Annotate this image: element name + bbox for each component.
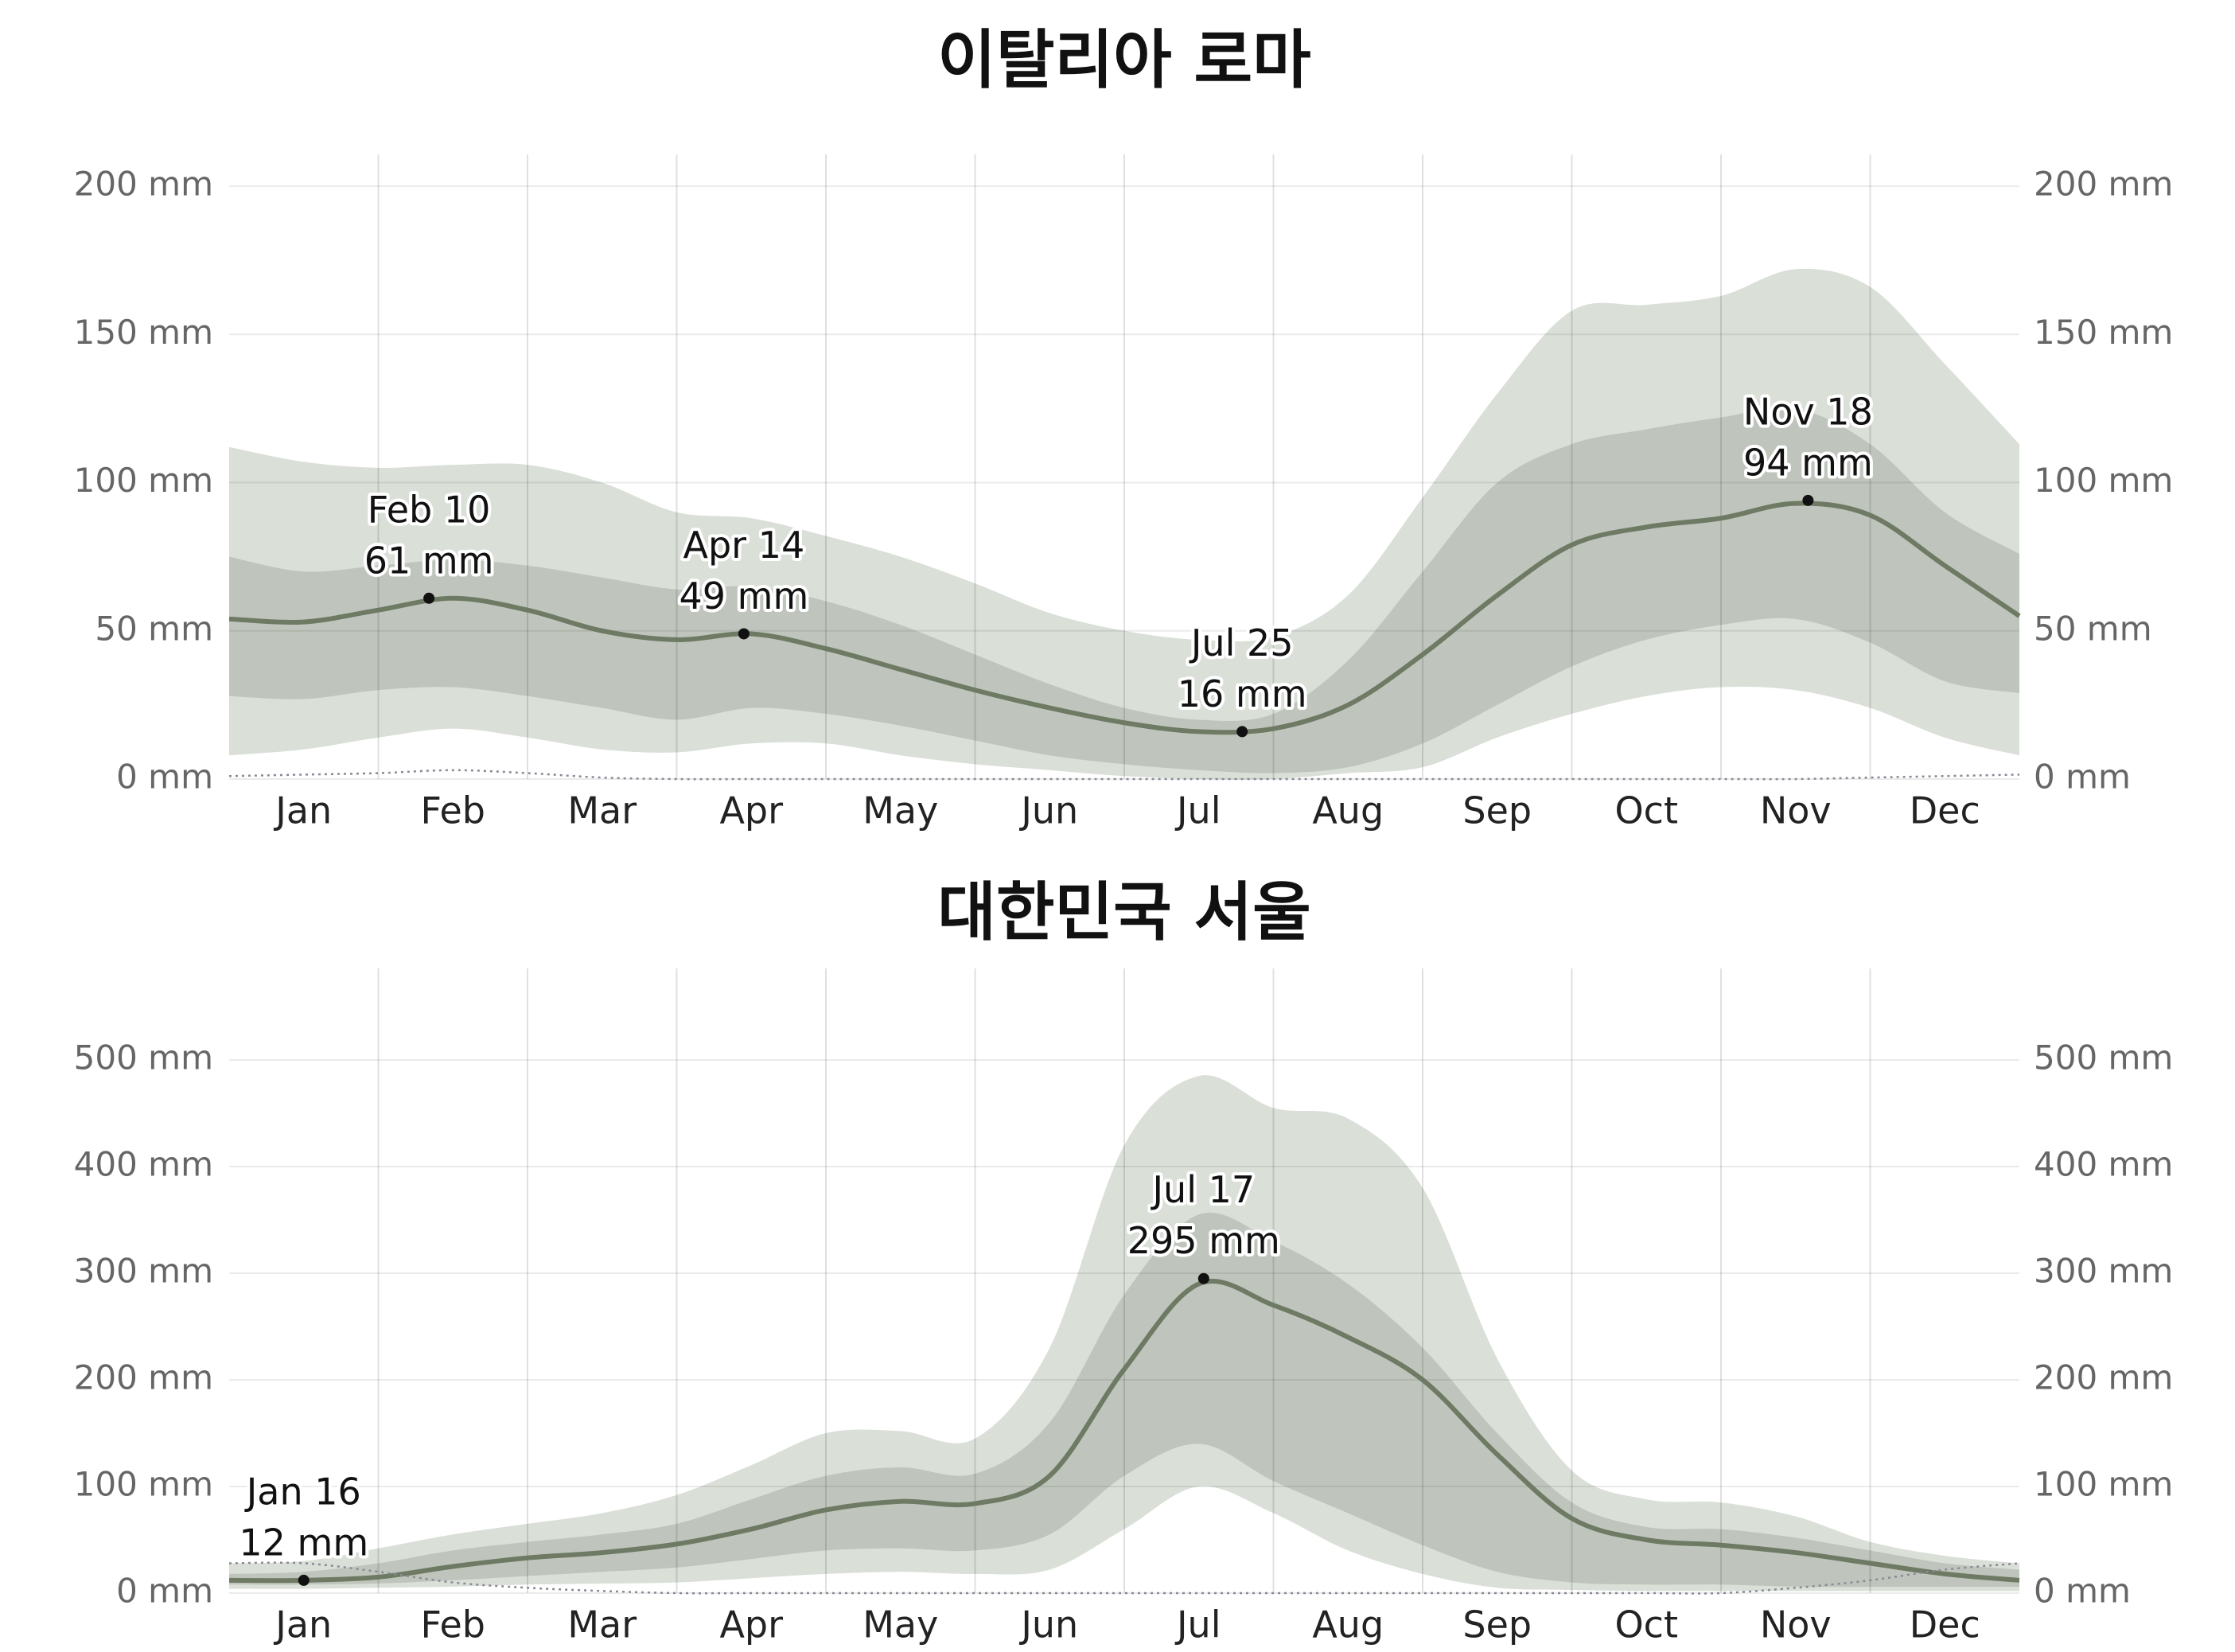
y-tick-label: 200 mm [74,1358,213,1397]
x-tick-label: Feb [421,789,485,832]
x-tick-label: Aug [1312,789,1384,832]
y-tick-label: 50 mm [95,609,213,648]
x-tick-label: Sep [1462,789,1532,832]
annotation-value: 49 mm [679,575,808,618]
x-tick-label: Jun [1018,1603,1078,1646]
x-tick-label: Mar [567,1603,637,1646]
y-tick-label: 300 mm [74,1252,213,1291]
x-tick-label: Oct [1614,789,1678,832]
x-tick-label: Oct [1614,1603,1678,1646]
band [229,407,2019,773]
annotation-point [423,592,435,604]
y-tick-label: 100 mm [74,1465,213,1504]
y2-tick-label: 50 mm [2034,609,2152,648]
x-tick-label: Jul [1174,1603,1221,1646]
annotation-value: 16 mm [1178,672,1307,715]
annotation-point [1802,494,1814,506]
x-tick-label: Sep [1462,1603,1532,1646]
median-line [228,1278,2020,1584]
x-tick-label: Jan [273,1603,332,1646]
y-tick-label: 0 mm [116,1572,213,1611]
x-tick-label: May [862,1603,938,1646]
annotation-point [1236,726,1248,738]
y-tick-label: 500 mm [74,1038,213,1077]
annotation-value: 94 mm [1743,441,1873,484]
y-tick-label: 150 mm [74,313,213,352]
annotation-value: 61 mm [364,539,494,582]
x-tick-label: Apr [719,1603,783,1646]
annotation-point [298,1574,310,1586]
x-tick-label: Mar [567,789,637,832]
y2-tick-label: 150 mm [2034,313,2173,352]
y-tick-label: 200 mm [74,165,213,204]
y-tick-label: 0 mm [116,758,213,797]
y2-tick-label: 400 mm [2034,1145,2173,1184]
x-tick-label: Apr [719,789,783,832]
y2-tick-label: 200 mm [2034,1358,2173,1397]
annotation-value: 295 mm [1127,1219,1280,1262]
x-tick-label: Dec [1910,789,1980,832]
y2-tick-label: 200 mm [2034,165,2173,204]
median-line [228,501,2021,735]
chart-title: 대한민국 서울 [937,875,1310,949]
annotation-value: 12 mm [239,1521,368,1564]
y-tick-label: 100 mm [74,461,213,500]
x-tick-label: Nov [1760,789,1832,832]
x-tick-label: May [862,789,938,832]
y2-tick-label: 500 mm [2034,1038,2173,1077]
annotation-date: Jul 25 [1189,621,1294,664]
x-tick-label: Feb [421,1603,485,1646]
y2-tick-label: 300 mm [2034,1252,2173,1291]
x-tick-label: Dec [1910,1603,1980,1646]
y-tick-label: 400 mm [74,1145,213,1184]
y2-tick-label: 0 mm [2034,758,2131,797]
x-tick-label: Jan [273,789,332,832]
annotation-date: Jan 16 [244,1470,361,1513]
dotted-line [228,1561,2020,1595]
annotation-point [1197,1272,1209,1284]
band [229,1212,2019,1588]
y2-tick-label: 100 mm [2034,461,2173,500]
y2-tick-label: 100 mm [2034,1465,2173,1504]
annotation-date: Nov 18 [1743,390,1873,433]
x-tick-label: Jun [1018,789,1078,832]
annotation-point [738,628,750,640]
chart-title: 이탈리아 로마 [937,23,1310,97]
annotation-date: Jul 17 [1150,1168,1255,1211]
y2-tick-label: 0 mm [2034,1572,2131,1611]
annotation-date: Apr 14 [683,524,805,567]
annotation-date: Feb 10 [368,488,491,531]
x-tick-label: Jul [1174,789,1221,832]
x-tick-label: Aug [1312,1603,1384,1646]
x-tick-label: Nov [1760,1603,1832,1646]
